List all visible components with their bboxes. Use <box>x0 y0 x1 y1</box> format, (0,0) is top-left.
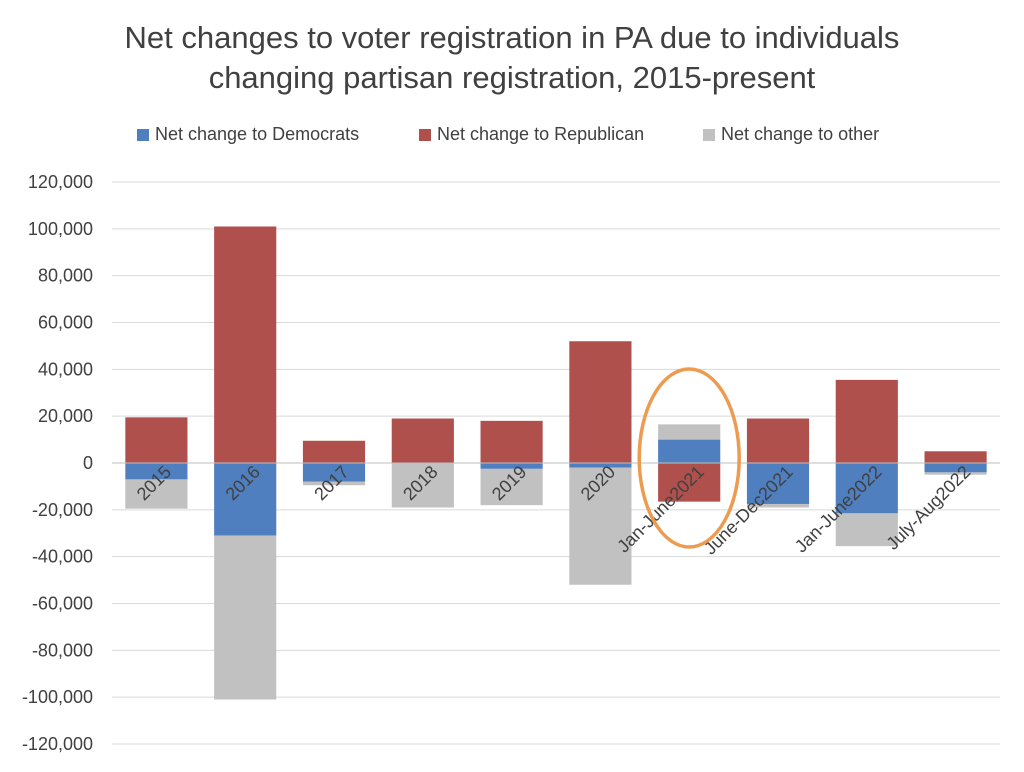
legend-label-democrats: Net change to Democrats <box>155 124 360 144</box>
bar-other <box>835 513 898 547</box>
bar-other <box>658 424 721 440</box>
bar-other <box>302 481 366 486</box>
legend-label-republican: Net change to Republican <box>437 124 645 144</box>
bar-other <box>391 463 454 508</box>
y-tick-label: -60,000 <box>32 594 93 614</box>
legend-label-other: Net change to other <box>721 124 880 144</box>
chart-title-line-1: Net changes to voter registration in PA … <box>124 20 900 55</box>
y-tick-label: -20,000 <box>32 500 93 520</box>
legend-swatch-republican <box>419 128 431 141</box>
bar-other <box>214 535 277 700</box>
y-tick-label: 0 <box>83 453 93 473</box>
bar-republican <box>658 463 721 502</box>
bar-other <box>924 472 987 475</box>
legend-item-other: Net change to other <box>703 124 879 145</box>
bar-democrats <box>658 439 721 463</box>
bar-republican <box>480 420 543 463</box>
y-tick-label: 20,000 <box>38 406 93 426</box>
bar-democrats <box>569 463 632 468</box>
bar-other <box>569 467 632 585</box>
y-tick-label: -40,000 <box>32 547 93 567</box>
legend-item-democrats: Net change to Democrats <box>137 124 359 145</box>
y-tick-label: 80,000 <box>38 266 93 286</box>
bar-other <box>125 479 188 509</box>
bar-republican <box>125 417 188 463</box>
bar-democrats <box>835 463 898 514</box>
legend-swatch-other <box>703 128 715 141</box>
bar-democrats <box>302 463 366 482</box>
chart-legend: Net change to Democrats Net change to Re… <box>0 124 1024 148</box>
chart-title: Net changes to voter registration in PA … <box>0 18 1024 98</box>
bar-democrats <box>924 463 987 473</box>
bar-republican <box>302 440 366 463</box>
bar-republican <box>214 226 277 463</box>
bar-republican <box>924 451 987 463</box>
bar-republican <box>569 341 632 463</box>
bar-republican <box>746 418 810 463</box>
legend-swatch-democrats <box>137 128 149 141</box>
legend-item-republican: Net change to Republican <box>419 124 644 145</box>
bar-republican <box>835 379 898 463</box>
chart-title-line-2: changing partisan registration, 2015-pre… <box>208 60 816 95</box>
bar-democrats <box>125 463 188 480</box>
bar-democrats <box>480 463 543 469</box>
y-tick-label: -100,000 <box>22 687 93 707</box>
y-tick-label: -80,000 <box>32 640 93 660</box>
y-tick-label: -120,000 <box>22 734 93 754</box>
y-tick-label: 120,000 <box>28 172 93 192</box>
bar-democrats <box>746 463 810 504</box>
bar-republican <box>391 418 454 463</box>
y-tick-label: 100,000 <box>28 219 93 239</box>
highlight-ellipse <box>637 367 741 549</box>
bar-other <box>480 468 543 506</box>
bar-democrats <box>214 463 277 536</box>
y-tick-label: 60,000 <box>38 313 93 333</box>
bar-other <box>746 503 810 508</box>
y-tick-label: 40,000 <box>38 359 93 379</box>
